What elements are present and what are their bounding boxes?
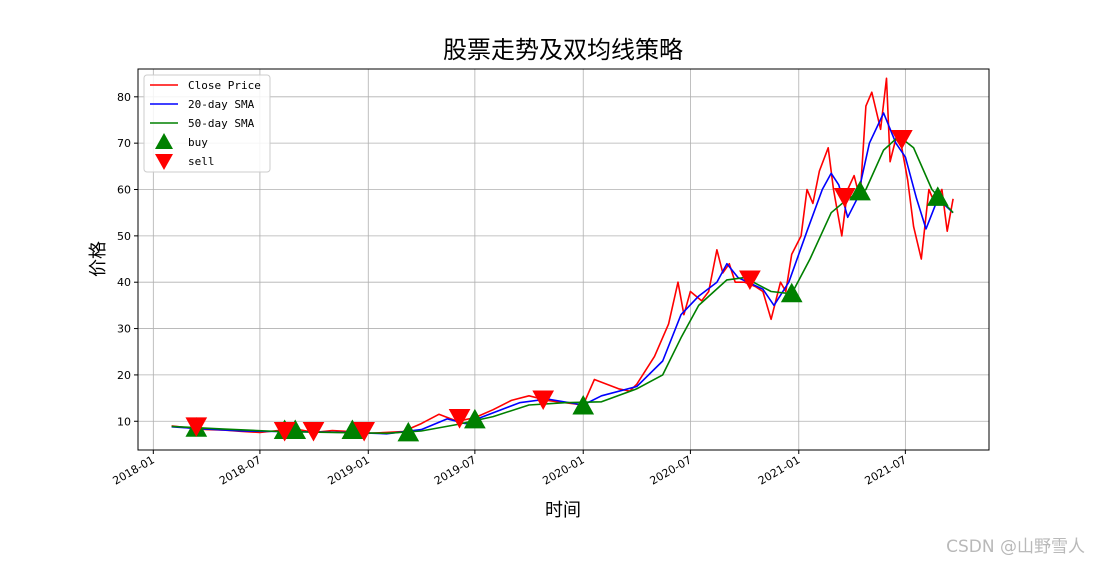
y-tick-label: 80 — [117, 91, 131, 104]
y-tick-label: 70 — [117, 137, 131, 150]
x-axis-label: 时间 — [545, 500, 581, 521]
plot-frame — [137, 68, 990, 451]
sell-marker — [833, 187, 856, 208]
y-tick-label: 20 — [117, 369, 131, 382]
sell-marker — [273, 422, 296, 442]
sell-marker — [532, 390, 555, 411]
x-tick-label: 2020-07 — [648, 453, 694, 487]
legend: Close Price 20-day SMA 50-day SMA buy sell — [143, 74, 271, 173]
watermark: CSDN @山野雪人 — [946, 537, 1085, 557]
legend-box — [143, 74, 271, 173]
y-tick-label: 10 — [117, 415, 131, 428]
sell-marker — [739, 270, 761, 290]
y-tick-label: 40 — [117, 276, 131, 289]
y-tick-label: 60 — [117, 184, 131, 197]
sma20-line — [171, 112, 954, 435]
y-tick-label: 50 — [117, 230, 131, 243]
legend-label: sell — [188, 155, 215, 168]
x-tick-label: 2021-01 — [756, 453, 802, 487]
buy-marker — [341, 419, 364, 440]
legend-label: 50-day SMA — [188, 117, 255, 130]
legend-label: Close Price — [188, 79, 261, 92]
buy-marker — [849, 180, 871, 201]
sell-marker — [448, 409, 471, 429]
close-price-line — [171, 77, 954, 435]
legend-buy-marker — [155, 133, 173, 149]
legend-sell-marker — [155, 154, 173, 170]
y-axis-ticks: 10 20 30 40 50 60 70 80 — [117, 91, 138, 428]
legend-label: buy — [188, 136, 208, 149]
x-tick-label: 2019-07 — [432, 453, 478, 487]
buy-marker — [926, 186, 949, 206]
chart-title: 股票走势及双均线策略 — [443, 36, 683, 64]
buy-marker — [397, 421, 420, 442]
y-axis-label: 价格 — [88, 241, 109, 277]
x-tick-label: 2021-07 — [863, 453, 909, 487]
x-axis-ticks: 2018-01 2018-07 2019-01 2019-07 2020-01 2020-… — [111, 450, 909, 488]
sell-marker — [890, 130, 913, 150]
signal-markers — [185, 130, 949, 442]
legend-items: Close Price 20-day SMA 50-day SMA buy sell — [150, 79, 261, 170]
buy-marker — [780, 282, 803, 303]
buy-marker — [572, 394, 595, 415]
sell-marker — [353, 422, 375, 442]
x-tick-label: 2018-01 — [111, 453, 157, 487]
x-tick-label: 2018-07 — [217, 453, 263, 487]
plot-series — [171, 77, 954, 435]
sell-marker — [185, 417, 208, 437]
x-tick-label: 2020-01 — [540, 453, 586, 487]
buy-marker — [464, 408, 486, 429]
y-tick-label: 30 — [117, 323, 131, 336]
sell-marker — [302, 422, 325, 442]
x-tick-label: 2019-01 — [325, 453, 371, 487]
legend-label: 20-day SMA — [188, 98, 255, 111]
